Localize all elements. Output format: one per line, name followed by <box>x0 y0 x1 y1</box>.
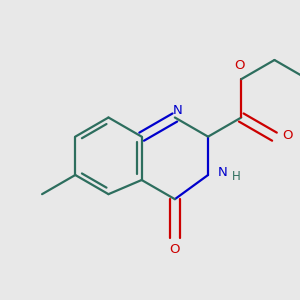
Text: O: O <box>282 130 292 142</box>
Text: H: H <box>232 170 241 183</box>
Text: N: N <box>173 104 182 117</box>
Text: O: O <box>234 59 245 73</box>
Text: N: N <box>218 166 227 179</box>
Text: O: O <box>169 242 180 256</box>
